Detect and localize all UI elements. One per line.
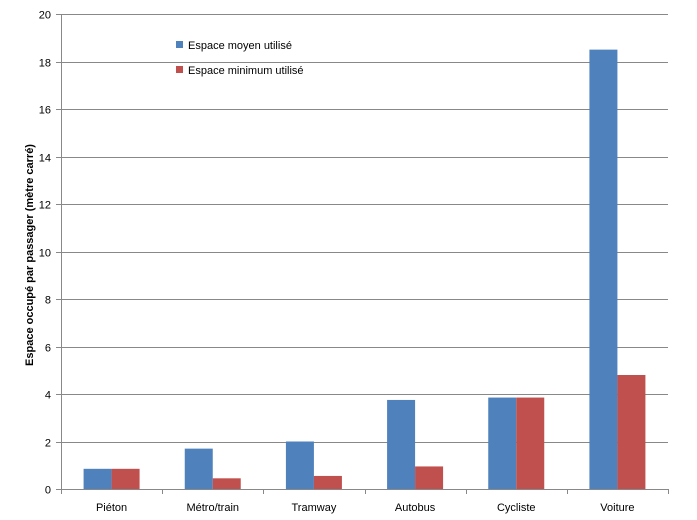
y-tick-label: 4 bbox=[45, 390, 51, 402]
x-tick-label: Métro/train bbox=[186, 502, 239, 514]
y-tick-label: 2 bbox=[45, 438, 51, 450]
bar-moyen bbox=[285, 441, 314, 489]
legend-label: Espace minimum utilisé bbox=[188, 65, 304, 77]
y-tick-label: 20 bbox=[39, 10, 51, 22]
legend-swatch bbox=[176, 41, 183, 48]
gridlines bbox=[61, 14, 668, 490]
y-tick-label: 18 bbox=[39, 58, 51, 70]
x-tick-label: Cycliste bbox=[497, 502, 536, 514]
bar-minimum bbox=[516, 397, 545, 489]
bars bbox=[83, 49, 646, 489]
legend-swatch bbox=[176, 66, 183, 73]
y-tick-label: 0 bbox=[45, 485, 51, 497]
x-tick-label: Voiture bbox=[600, 502, 634, 514]
y-tick-label: 10 bbox=[39, 248, 51, 260]
y-tick-label: 12 bbox=[39, 200, 51, 212]
bar-moyen bbox=[83, 468, 112, 489]
bar-minimum bbox=[415, 466, 444, 489]
bar-minimum bbox=[212, 478, 241, 489]
bar-moyen bbox=[184, 448, 213, 489]
bar-moyen bbox=[589, 49, 618, 489]
legend-label: Espace moyen utilisé bbox=[188, 40, 292, 52]
axes bbox=[56, 14, 669, 494]
x-tick-label: Autobus bbox=[395, 502, 436, 514]
tick-labels: 0 2 4 6 8 10 12 14 16 18 20 Piéton Métro/train Tramwa… bbox=[39, 10, 635, 515]
x-tick-label: Tramway bbox=[292, 502, 337, 514]
bar-moyen bbox=[387, 399, 416, 489]
y-axis-title: Espace occupé par passager (mètre carré) bbox=[24, 144, 36, 366]
legend: Espace moyen utilisé Espace minimum utili… bbox=[176, 40, 304, 77]
bar-minimum bbox=[313, 475, 342, 489]
y-tick-label: 6 bbox=[45, 343, 51, 355]
y-tick-label: 8 bbox=[45, 295, 51, 307]
y-tick-label: 14 bbox=[39, 153, 51, 165]
bar-minimum bbox=[111, 468, 140, 489]
y-tick-label: 16 bbox=[39, 105, 51, 117]
x-tick-label: Piéton bbox=[96, 502, 127, 514]
bar-moyen bbox=[488, 397, 517, 489]
bar-minimum bbox=[617, 375, 646, 489]
